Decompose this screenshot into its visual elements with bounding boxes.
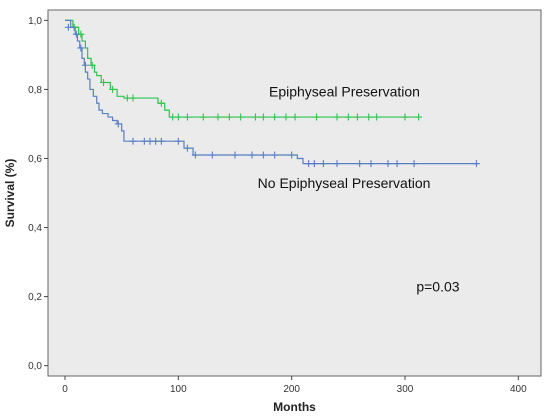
series-1 — [65, 19, 423, 121]
y-tick-label: 0,2 — [28, 292, 42, 303]
censor-mark — [367, 160, 375, 168]
plot-area — [47, 9, 542, 377]
censor-mark — [313, 113, 321, 121]
censor-mark — [365, 113, 373, 121]
censor-mark — [157, 99, 165, 107]
censor-mark — [231, 151, 239, 159]
annotation-layer: Epiphyseal Preservation No Epiphyseal Pre… — [258, 83, 460, 294]
censor-mark — [237, 113, 245, 121]
series-2 — [64, 19, 480, 168]
x-tick-label: 400 — [510, 384, 527, 395]
censor-mark — [157, 137, 165, 145]
censor-mark — [81, 61, 89, 69]
censor-mark — [129, 137, 137, 145]
censor-mark — [183, 113, 191, 121]
censor-mark — [114, 120, 122, 128]
censor-mark — [333, 160, 341, 168]
censor-mark — [353, 113, 361, 121]
censor-mark — [373, 113, 381, 121]
censor-mark — [259, 113, 267, 121]
x-axis-title: Months — [273, 400, 316, 414]
censor-mark — [191, 151, 199, 159]
censor-mark — [271, 151, 279, 159]
censor-mark — [208, 151, 216, 159]
censor-mark — [248, 151, 256, 159]
survival-curve — [65, 19, 479, 165]
censor-mark — [288, 151, 296, 159]
x-tick-label: 0 — [62, 384, 68, 395]
chart-annotation: p=0.03 — [416, 278, 459, 294]
censor-mark — [291, 113, 299, 121]
censor-mark — [384, 160, 392, 168]
x-tick-label: 200 — [283, 384, 300, 395]
censor-mark — [225, 113, 233, 121]
censor-mark — [174, 113, 182, 121]
censor-mark — [356, 160, 364, 168]
y-tick-label: 0,0 — [28, 361, 42, 372]
censor-mark — [282, 113, 290, 121]
censor-mark — [259, 151, 267, 159]
y-tick-label: 0,6 — [28, 154, 42, 165]
y-tick-label: 1,0 — [28, 16, 42, 27]
x-tick-label: 300 — [397, 384, 414, 395]
censor-mark — [129, 94, 137, 102]
censor-mark — [199, 113, 207, 121]
chart-annotation: No Epiphyseal Preservation — [258, 175, 431, 191]
y-axis-title: Survival (%) — [3, 159, 17, 228]
y-tick-label: 0,4 — [28, 223, 42, 234]
censor-mark — [72, 30, 80, 38]
chart-annotation: Epiphyseal Preservation — [269, 83, 420, 99]
censor-mark — [183, 144, 191, 152]
censor-mark — [100, 79, 108, 87]
censor-mark — [251, 113, 259, 121]
censor-mark — [214, 113, 222, 121]
x-tick-label: 100 — [170, 384, 187, 395]
y-tick-label: 0,8 — [28, 85, 42, 96]
censor-mark — [415, 113, 423, 121]
censor-mark — [77, 44, 85, 52]
censor-mark — [410, 160, 418, 168]
censor-mark — [271, 113, 279, 121]
censor-mark — [319, 160, 327, 168]
series-layer — [64, 19, 480, 168]
censor-mark — [472, 160, 480, 168]
censor-mark — [64, 23, 72, 31]
censor-mark — [344, 113, 352, 121]
axis-ticks: 0 100 200 300 400 0,0 0,2 0,4 0,6 0,8 1,0 — [28, 16, 527, 395]
censor-mark — [88, 61, 96, 69]
censor-mark — [174, 137, 182, 145]
censor-mark — [393, 160, 401, 168]
censor-mark — [333, 113, 341, 121]
survival-curve — [65, 19, 419, 118]
censor-mark — [310, 160, 318, 168]
censor-mark — [109, 85, 117, 93]
censor-mark — [401, 113, 409, 121]
